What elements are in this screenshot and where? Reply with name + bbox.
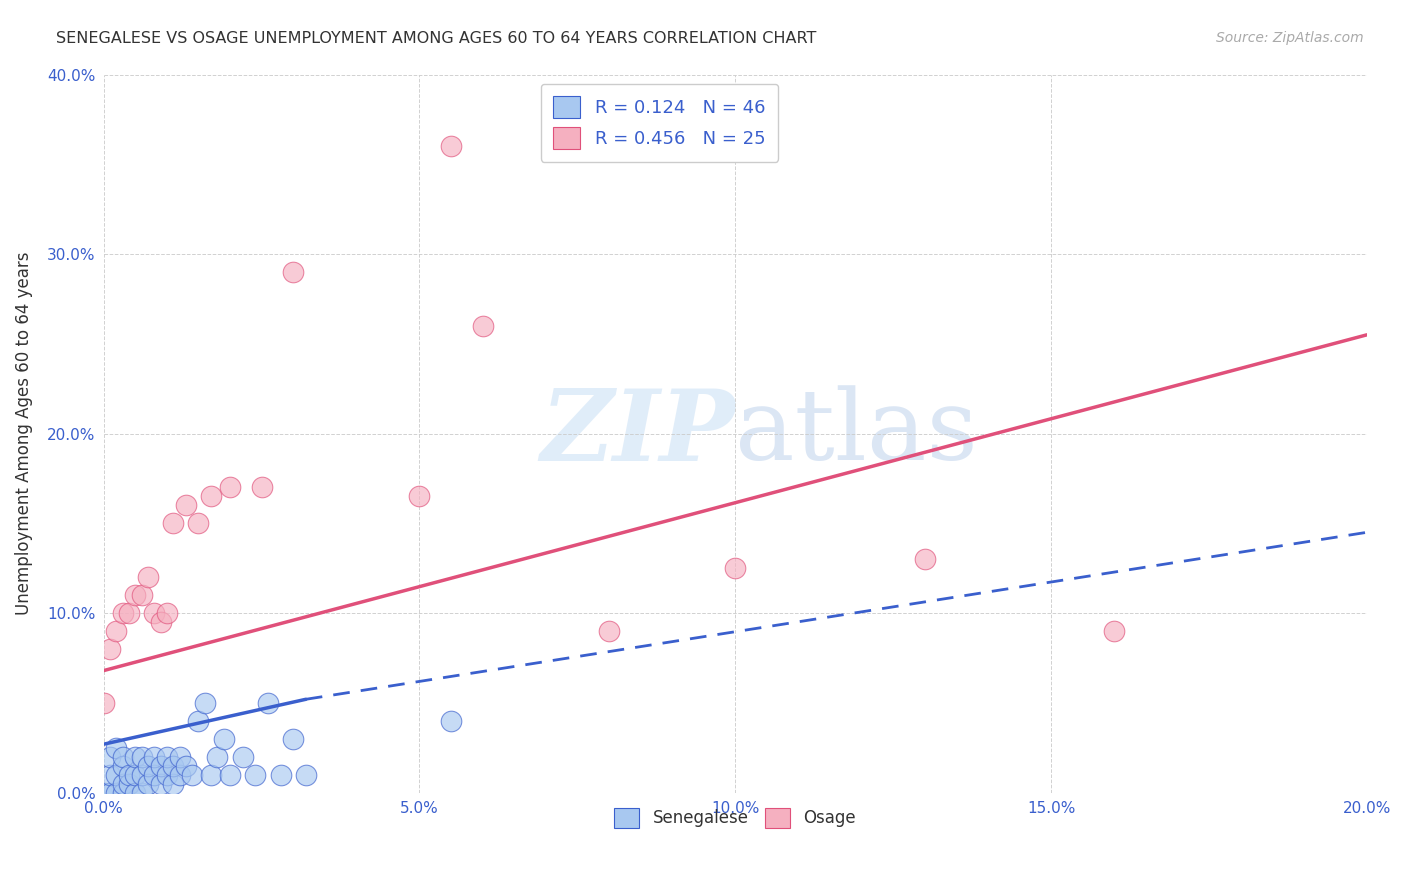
Point — [232, 749, 254, 764]
Point — [105, 740, 128, 755]
Point — [200, 767, 222, 781]
Point — [162, 777, 184, 791]
Point — [471, 318, 494, 333]
Point — [162, 758, 184, 772]
Point — [143, 749, 166, 764]
Point — [598, 624, 620, 638]
Point — [111, 758, 134, 772]
Text: Source: ZipAtlas.com: Source: ZipAtlas.com — [1216, 31, 1364, 45]
Point — [124, 749, 146, 764]
Point — [187, 516, 209, 531]
Legend: Senegalese, Osage: Senegalese, Osage — [607, 801, 863, 835]
Point — [200, 490, 222, 504]
Text: ZIP: ZIP — [540, 385, 735, 482]
Point — [118, 767, 141, 781]
Point — [250, 480, 273, 494]
Point — [212, 731, 235, 746]
Point — [118, 606, 141, 620]
Point — [105, 786, 128, 800]
Point — [111, 749, 134, 764]
Point — [283, 265, 305, 279]
Point — [440, 714, 463, 728]
Text: SENEGALESE VS OSAGE UNEMPLOYMENT AMONG AGES 60 TO 64 YEARS CORRELATION CHART: SENEGALESE VS OSAGE UNEMPLOYMENT AMONG A… — [56, 31, 817, 46]
Point — [111, 786, 134, 800]
Y-axis label: Unemployment Among Ages 60 to 64 years: Unemployment Among Ages 60 to 64 years — [15, 252, 32, 615]
Point — [440, 139, 463, 153]
Point — [257, 696, 280, 710]
Point — [724, 561, 747, 575]
Point — [914, 552, 936, 566]
Point — [194, 696, 217, 710]
Point — [174, 758, 197, 772]
Point — [295, 767, 318, 781]
Point — [283, 731, 305, 746]
Point — [124, 588, 146, 602]
Point — [136, 777, 159, 791]
Point — [169, 767, 191, 781]
Point — [181, 767, 204, 781]
Text: atlas: atlas — [735, 385, 979, 482]
Point — [156, 749, 179, 764]
Point — [131, 588, 153, 602]
Point — [174, 499, 197, 513]
Point — [136, 570, 159, 584]
Point — [124, 786, 146, 800]
Point — [131, 749, 153, 764]
Point — [98, 786, 121, 800]
Point — [111, 777, 134, 791]
Point — [131, 767, 153, 781]
Point — [98, 642, 121, 657]
Point — [93, 696, 115, 710]
Point — [245, 767, 267, 781]
Point — [169, 749, 191, 764]
Point — [219, 767, 242, 781]
Point — [118, 777, 141, 791]
Point — [136, 758, 159, 772]
Point — [124, 767, 146, 781]
Point — [98, 749, 121, 764]
Point — [131, 786, 153, 800]
Point — [162, 516, 184, 531]
Point — [143, 606, 166, 620]
Point — [98, 767, 121, 781]
Point — [105, 767, 128, 781]
Point — [149, 615, 172, 629]
Point — [1102, 624, 1125, 638]
Point — [270, 767, 292, 781]
Point — [93, 786, 115, 800]
Point — [105, 624, 128, 638]
Point — [207, 749, 229, 764]
Point — [187, 714, 209, 728]
Point — [156, 767, 179, 781]
Point — [149, 758, 172, 772]
Point — [408, 490, 430, 504]
Point — [143, 767, 166, 781]
Point — [149, 777, 172, 791]
Point — [111, 606, 134, 620]
Point — [156, 606, 179, 620]
Point — [219, 480, 242, 494]
